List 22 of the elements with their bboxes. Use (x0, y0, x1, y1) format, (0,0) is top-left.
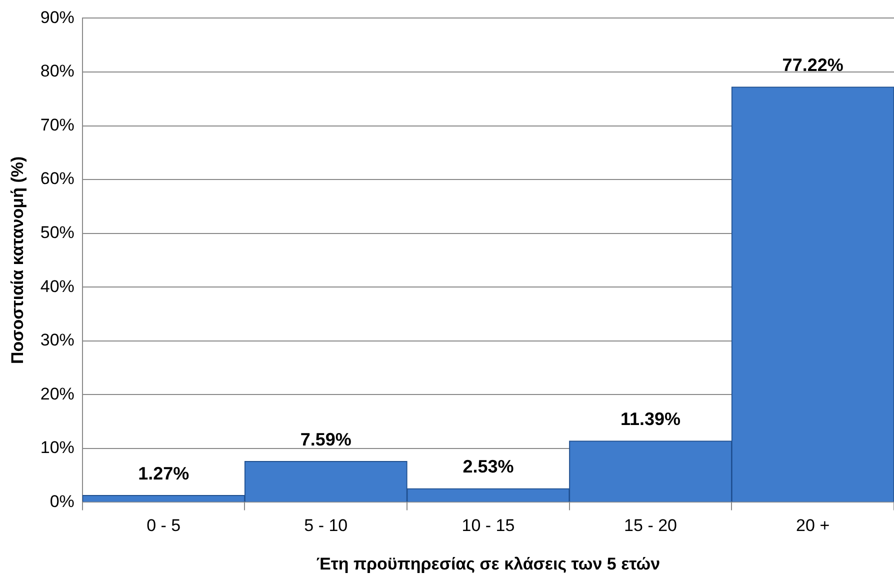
y-tick-label: 50% (40, 223, 74, 242)
y-tick-label: 60% (40, 169, 74, 188)
y-tick-label: 90% (40, 8, 74, 27)
y-tick-label: 20% (40, 384, 74, 404)
y-axis-title: Ποσοστιαία κατανομή (%) (8, 156, 27, 364)
y-tick-label: 70% (40, 115, 74, 134)
y-tick-label: 30% (40, 330, 74, 350)
x-tick-label: 15 - 20 (624, 516, 677, 536)
y-tick-label: 10% (40, 438, 74, 458)
x-tick-label: 20 + (796, 516, 830, 536)
x-axis-title: Έτη προϋπηρεσίας σε κλάσεις των 5 ετών (316, 554, 660, 574)
y-tick-label: 80% (40, 62, 74, 81)
x-tick-label: 0 - 5 (146, 516, 181, 536)
y-tick-label: 40% (40, 276, 74, 296)
data-label: 2.53% (462, 456, 514, 477)
x-tick-label: 5 - 10 (304, 516, 348, 536)
data-label: 7.59% (300, 429, 352, 450)
data-label: 1.27% (138, 463, 190, 484)
data-label: 77.22% (782, 54, 844, 75)
x-tick-label: 10 - 15 (462, 516, 515, 536)
y-tick-label: 0% (50, 492, 74, 511)
data-label: 11.39% (620, 408, 681, 429)
